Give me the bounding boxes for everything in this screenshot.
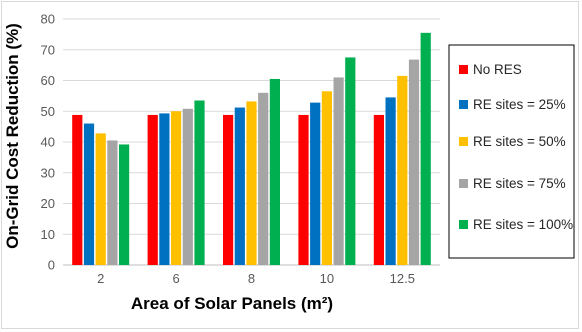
bar-re-sites-50-10	[321, 91, 332, 265]
y-tick-label: 0	[48, 258, 55, 273]
bar-no-res-12-5	[373, 114, 384, 265]
x-axis-title: Area of Solar Panels (m²)	[131, 294, 333, 313]
bar-re-sites-100-12-5	[420, 32, 431, 266]
x-tick-label: 2	[97, 271, 104, 286]
bar-re-sites-100-2	[119, 144, 130, 265]
x-tick-labels: 2 6 8 10 12.5	[97, 271, 415, 286]
y-tick-label: 50	[41, 104, 55, 119]
bar-re-sites-50-12-5	[397, 75, 408, 265]
bar-re-sites-50-8	[246, 101, 257, 265]
y-tick-label: 80	[41, 12, 55, 27]
bar-no-res-2	[72, 114, 83, 265]
x-tick-label: 12.5	[390, 271, 415, 286]
bar-re-sites-75-6	[182, 108, 193, 265]
bar-re-sites-100-10	[345, 57, 356, 265]
legend-swatch	[459, 220, 468, 229]
bar-re-sites-25-6	[159, 113, 170, 265]
y-tick-label: 60	[41, 73, 55, 88]
legend-label: RE sites = 25%	[473, 97, 566, 112]
bar-re-sites-100-6	[194, 100, 205, 265]
bar-re-sites-75-12-5	[408, 59, 420, 266]
bar-no-res-10	[298, 114, 309, 265]
y-tick-label: 20	[41, 196, 55, 211]
x-tick-label: 10	[320, 271, 334, 286]
legend-label: RE sites = 75%	[473, 176, 566, 191]
bar-no-res-6	[147, 114, 158, 265]
y-tick-label: 70	[41, 42, 55, 57]
legend-box	[448, 44, 575, 259]
y-axis-title: On-Grid Cost Reduction (%)	[3, 23, 22, 249]
y-tick-label: 10	[41, 227, 55, 242]
y-tick-label: 40	[41, 135, 55, 150]
bar-re-sites-50-2	[95, 133, 106, 265]
legend-swatch	[459, 179, 468, 188]
bar-re-sites-50-6	[171, 111, 182, 265]
x-tick-label: 8	[248, 271, 255, 286]
legend-label: RE sites = 50%	[473, 134, 566, 149]
y-tick-labels: 0 10 20 30 40 50 60 70 80	[41, 12, 55, 273]
legend: No RES RE sites = 25% RE sites = 50% RE sit…	[459, 62, 573, 232]
bar-re-sites-25-12-5	[385, 97, 396, 265]
x-tick-label: 6	[172, 271, 179, 286]
legend-label: No RES	[473, 62, 522, 77]
legend-label: RE sites = 100%	[473, 217, 573, 232]
legend-swatch	[459, 100, 468, 109]
legend-swatch	[459, 137, 468, 146]
bar-re-sites-75-8	[258, 92, 269, 265]
bar-re-sites-25-10	[310, 102, 321, 265]
bar-re-sites-25-8	[234, 107, 245, 265]
bar-re-sites-75-2	[107, 140, 118, 265]
bar-no-res-8	[223, 114, 234, 265]
bar-re-sites-25-2	[83, 123, 95, 265]
bar-re-sites-100-8	[269, 78, 280, 266]
bars	[72, 32, 431, 266]
legend-swatch	[459, 65, 468, 74]
y-tick-label: 30	[41, 165, 55, 180]
bar-re-sites-75-10	[333, 77, 344, 265]
